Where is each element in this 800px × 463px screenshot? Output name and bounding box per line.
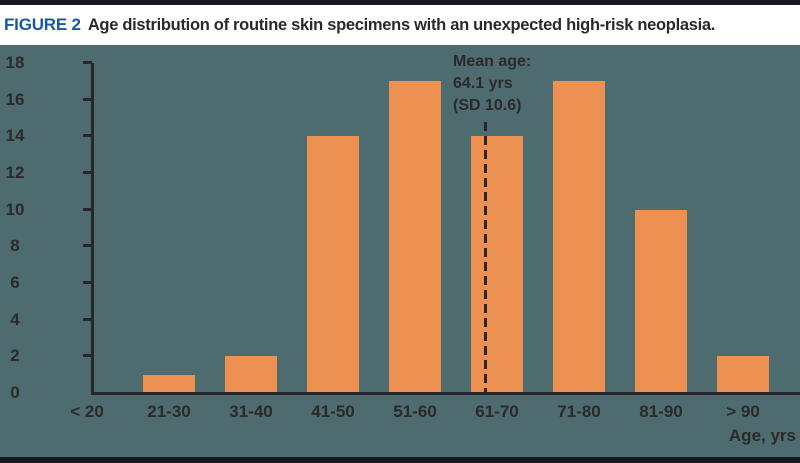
- y-axis-tick: [83, 318, 92, 321]
- x-axis-title: Age, yrs: [728, 426, 796, 445]
- y-axis-tick: [83, 134, 92, 137]
- x-axis-label: 21-30: [147, 402, 191, 421]
- mean-age-annotation: Mean age: 64.1 yrs (SD 10.6): [453, 51, 531, 117]
- figure-label: FIGURE 2: [4, 15, 81, 34]
- y-axis-label: 2: [10, 346, 20, 365]
- mean-age-annotation-line: (SD 10.6): [453, 97, 522, 114]
- x-axis-label: 31-40: [229, 402, 273, 421]
- y-axis-label: 10: [5, 200, 25, 219]
- x-axis-label: 61-70: [475, 402, 519, 421]
- x-axis-label: > 90: [726, 402, 760, 421]
- x-axis-label: 41-50: [311, 402, 355, 421]
- y-axis-label: 6: [10, 273, 20, 292]
- y-axis-label: 14: [5, 126, 25, 145]
- mean-age-annotation-line: 64.1 yrs: [453, 75, 513, 92]
- y-axis-label: 16: [5, 90, 25, 109]
- bar: [635, 210, 687, 393]
- y-axis-tick: [83, 61, 92, 64]
- x-axis-label: 81-90: [639, 402, 683, 421]
- y-axis-label: 12: [5, 163, 25, 182]
- y-axis-label: 4: [10, 310, 20, 329]
- y-axis-tick: [83, 171, 92, 174]
- figure-title-band: FIGURE 2 Age distribution of routine ski…: [0, 5, 800, 45]
- x-axis-label: 71-80: [557, 402, 601, 421]
- bar: [307, 136, 359, 393]
- top-border-rule: [0, 0, 800, 5]
- y-axis-label: 0: [10, 383, 20, 402]
- y-axis-label: 18: [5, 53, 25, 72]
- bar: [225, 356, 277, 393]
- y-axis-tick: [83, 98, 92, 101]
- x-axis-label: < 20: [70, 402, 104, 421]
- bar: [143, 375, 195, 393]
- y-axis-tick: [83, 281, 92, 284]
- bar: [389, 81, 441, 393]
- mean-age-annotation-line: Mean age:: [453, 53, 532, 70]
- y-axis-label: 8: [10, 236, 20, 255]
- x-axis-label: 51-60: [393, 402, 437, 421]
- mean-age-dashed-line: [484, 122, 487, 392]
- y-axis-line: [91, 63, 94, 393]
- y-axis-tick: [83, 354, 92, 357]
- y-axis-tick: [83, 244, 92, 247]
- figure-caption: Age distribution of routine skin specime…: [87, 15, 716, 34]
- bar: [553, 81, 605, 393]
- bar: [717, 356, 769, 393]
- bottom-border-rule: [0, 457, 800, 463]
- bar: [471, 136, 523, 393]
- y-axis-tick: [83, 208, 92, 211]
- x-axis-line: [91, 392, 800, 395]
